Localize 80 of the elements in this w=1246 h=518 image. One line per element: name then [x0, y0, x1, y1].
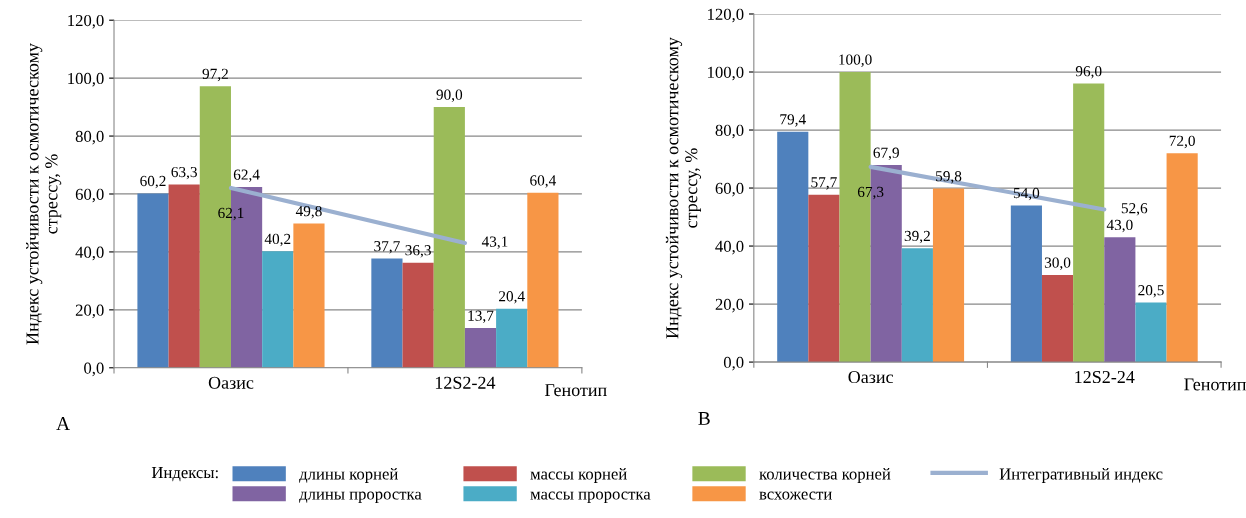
legend-label: длины корней: [299, 467, 398, 483]
bar: [137, 193, 169, 368]
data-label: 63,3: [171, 166, 197, 180]
x-axis-title: Генотип: [1184, 378, 1246, 391]
data-label: 30,0: [1044, 257, 1071, 270]
data-label: 52,6: [1121, 203, 1148, 216]
bar: [371, 258, 403, 368]
x-axis-title: Генотип: [544, 384, 607, 397]
data-label: 67,9: [873, 147, 899, 161]
legend-label: всхожести: [759, 491, 832, 500]
data-label: 100,0: [839, 54, 872, 67]
data-label: 97,2: [202, 68, 228, 82]
y-tick-label: 100,0: [708, 66, 744, 81]
y-tick-label: 0,0: [84, 362, 104, 377]
data-label: 59,8: [936, 171, 962, 184]
y-tick-label: 60,0: [715, 182, 744, 197]
bar: [464, 328, 497, 368]
data-label: 37,7: [374, 241, 400, 254]
y-tick-label: 40,0: [75, 246, 104, 261]
bar: [527, 192, 559, 368]
y-tick-label: 20,0: [75, 304, 104, 319]
bar: [1073, 83, 1105, 363]
y-tick-label: 120,0: [708, 8, 744, 23]
y-tick-label: 100,0: [68, 72, 104, 87]
bar: [932, 188, 965, 363]
data-label: 13,7: [468, 310, 494, 324]
bar: [402, 262, 434, 368]
y-axis-title: Индекс устойчивости к осмотическому стрессу, %: [26, 43, 62, 345]
x-tick-label: 12S2-24: [435, 376, 496, 389]
y-tick-label: 60,0: [75, 188, 104, 203]
data-label: 20,4: [499, 291, 525, 304]
bar: [901, 248, 933, 363]
bar: [262, 251, 294, 368]
data-label: 60,4: [530, 175, 557, 188]
data-label: 49,8: [295, 205, 322, 219]
bar: [433, 107, 465, 368]
legend-label: количества корней: [759, 467, 891, 483]
bar: [808, 194, 840, 363]
text: B: [698, 412, 710, 425]
bar: [777, 131, 809, 363]
bar: [168, 184, 200, 368]
data-label: 40,2: [264, 233, 291, 247]
data-label: 43,0: [1106, 219, 1133, 233]
data-label: 62,1: [218, 207, 244, 221]
data-label: 62,4: [233, 169, 260, 182]
bar: [1010, 205, 1042, 363]
text: A: [56, 417, 70, 430]
bar: [1135, 302, 1167, 363]
y-tick-label: 120,0: [68, 14, 104, 29]
data-label: 39,2: [904, 230, 930, 244]
legend-title: Индексы:: [151, 467, 218, 482]
data-label: 43,1: [481, 236, 508, 249]
bar: [293, 223, 325, 368]
data-label: 54,0: [1013, 187, 1040, 201]
data-label: 72,0: [1169, 135, 1195, 149]
legend-label: массы проростка: [530, 491, 651, 503]
y-tick-label: 40,0: [715, 240, 744, 255]
y-tick-label: 20,0: [715, 298, 744, 313]
data-label: 79,4: [780, 114, 806, 127]
y-tick-label: 80,0: [75, 130, 104, 145]
x-tick-label: 12S2-24: [1075, 370, 1135, 384]
data-label: 90,0: [436, 89, 463, 103]
legend-label: массы корней: [530, 467, 627, 483]
data-label: 67,3: [857, 186, 884, 200]
bar: [1166, 153, 1198, 363]
data-label: 60,2: [140, 175, 166, 189]
legend-label: Интегративный индекс: [999, 467, 1163, 483]
data-label: 36,3: [405, 245, 431, 258]
bar: [1104, 237, 1136, 363]
x-tick-label: Оазис: [848, 370, 894, 384]
data-label: 57,7: [811, 177, 837, 190]
bar: [1041, 275, 1074, 363]
data-label: 20,5: [1138, 285, 1164, 298]
data-label: 96,0: [1075, 66, 1102, 79]
y-tick-label: 0,0: [723, 356, 744, 371]
y-axis-title: Индекс устойчивости к осмотическому стрессу, %: [665, 37, 702, 339]
y-tick-label: 80,0: [715, 124, 744, 139]
bar: [496, 308, 528, 368]
legend-label: длины проростка: [299, 491, 422, 503]
x-tick-label: Оазис: [208, 376, 254, 389]
